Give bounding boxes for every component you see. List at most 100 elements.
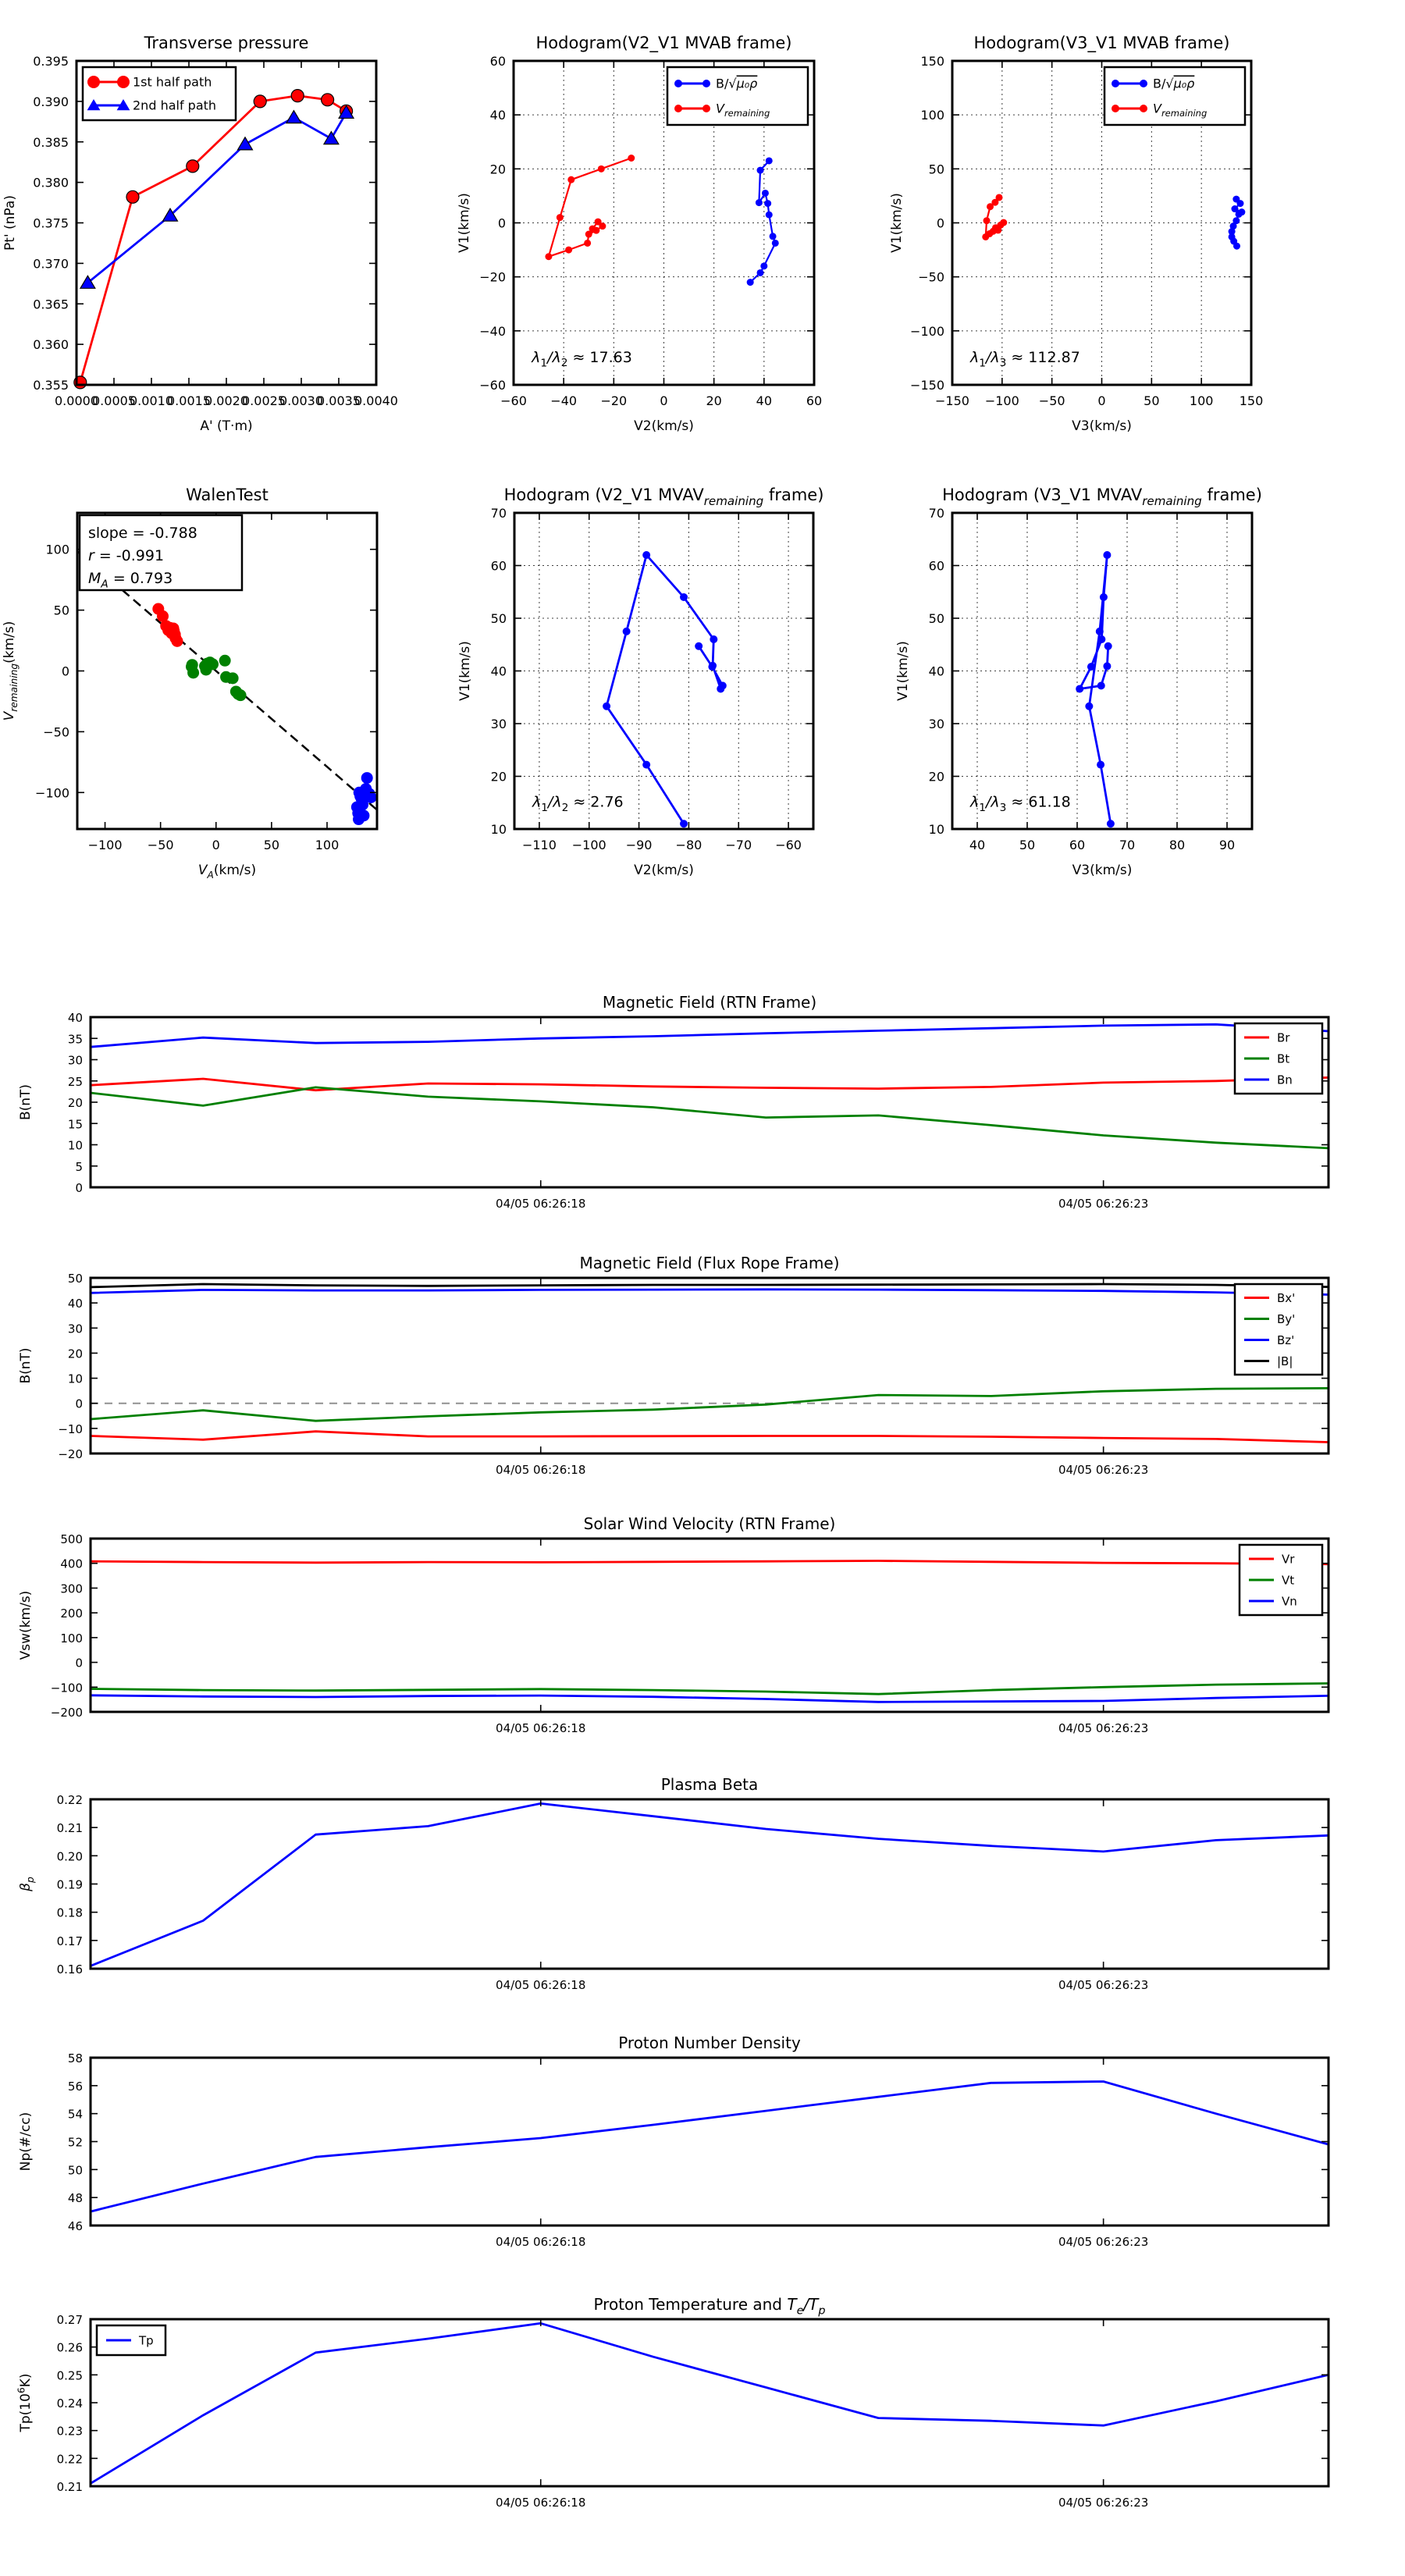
svg-text:0.21: 0.21: [57, 1821, 83, 1835]
svg-text:50: 50: [929, 162, 944, 176]
svg-text:−80: −80: [676, 838, 702, 852]
svg-text:15: 15: [68, 1117, 83, 1131]
svg-text:Solar Wind Velocity (RTN Frame: Solar Wind Velocity (RTN Frame): [584, 1514, 836, 1533]
svg-text:0.23: 0.23: [57, 2425, 83, 2439]
svg-text:Vremaining(km/s): Vremaining(km/s): [2, 621, 20, 721]
svg-text:Bz': Bz': [1277, 1333, 1294, 1347]
svg-text:−40: −40: [479, 324, 506, 339]
svg-text:40: 40: [491, 664, 507, 679]
svg-text:−50: −50: [148, 838, 174, 852]
svg-text:−50: −50: [1039, 393, 1065, 408]
svg-text:25: 25: [68, 1075, 83, 1089]
svg-text:2nd half path: 2nd half path: [133, 98, 216, 113]
svg-text:Proton Number Density: Proton Number Density: [618, 2033, 801, 2052]
svg-text:0.18: 0.18: [57, 1906, 83, 1920]
svg-text:B/√μ₀ρ: B/√μ₀ρ: [1153, 76, 1194, 91]
svg-text:150: 150: [920, 54, 944, 69]
chart-vsw-rtn: 04/05 06:26:18 04/05 06:26:23 −200 −100 0 100…: [18, 1514, 1330, 1735]
svg-text:−40: −40: [550, 393, 577, 408]
svg-text:50: 50: [929, 611, 944, 626]
svg-text:Bn: Bn: [1277, 1073, 1293, 1087]
svg-text:0.0040: 0.0040: [354, 393, 398, 408]
svg-text:04/05 06:26:18: 04/05 06:26:18: [496, 1197, 585, 1211]
svg-text:10: 10: [68, 1372, 83, 1386]
chart-proton-density: 04/05 06:26:18 04/05 06:26:23 46 48 50 52 54 56…: [18, 2033, 1330, 2249]
svg-text:40: 40: [68, 1297, 83, 1311]
svg-text:MA = 0.793: MA = 0.793: [88, 570, 173, 590]
svg-text:0.0000: 0.0000: [55, 393, 98, 408]
svg-text:slope = -0.788: slope = -0.788: [88, 525, 197, 542]
svg-text:Bt: Bt: [1277, 1052, 1289, 1066]
chart-b-rtn: 04/05 06:26:18 04/05 06:26:23 0 5 10 15 20 25 30…: [18, 993, 1330, 1211]
svg-text:500: 500: [60, 1532, 83, 1546]
svg-text:30: 30: [68, 1054, 83, 1068]
svg-text:0.16: 0.16: [57, 1962, 83, 1976]
svg-text:Tp(106K): Tp(106K): [16, 2374, 34, 2433]
chart-hodogram-v3v1-mvab: −150 −100 −50 0 50 100 150 −150 −100 −50 0 50 100 150…: [889, 34, 1263, 434]
svg-text:0.0010: 0.0010: [130, 393, 173, 408]
svg-text:Plasma Beta: Plasma Beta: [661, 1775, 759, 1794]
svg-text:Hodogram(V2_V1 MVAB frame): Hodogram(V2_V1 MVAB frame): [536, 34, 792, 53]
svg-text:46: 46: [68, 2219, 83, 2233]
svg-text:0.375: 0.375: [33, 216, 69, 231]
svg-text:A' (T·m): A' (T·m): [200, 418, 252, 434]
svg-text:52: 52: [68, 2136, 83, 2150]
svg-text:0.27: 0.27: [57, 2313, 83, 2327]
svg-text:Br: Br: [1277, 1031, 1290, 1045]
svg-text:VA(km/s): VA(km/s): [198, 863, 256, 881]
svg-text:100: 100: [315, 838, 340, 852]
svg-text:20: 20: [706, 393, 721, 408]
svg-text:B(nT): B(nT): [18, 1347, 34, 1383]
chart-plasma-beta: 04/05 06:26:18 04/05 06:26:23 0.16 0.17 0.18…: [18, 1775, 1330, 1992]
svg-text:04/05 06:26:23: 04/05 06:26:23: [1058, 1721, 1148, 1735]
chart-transverse-pressure: 0.00000.00050.00100.00150.00200.00250.00…: [2, 34, 398, 434]
svg-text:V1(km/s): V1(km/s): [889, 193, 905, 253]
svg-text:V1(km/s): V1(km/s): [457, 641, 473, 701]
svg-text:100: 100: [1190, 393, 1214, 408]
svg-text:40: 40: [969, 838, 985, 852]
svg-text:0: 0: [62, 664, 69, 679]
svg-text:0.0020: 0.0020: [205, 393, 248, 408]
svg-text:0.22: 0.22: [57, 1793, 83, 1807]
svg-text:50: 50: [68, 2163, 83, 2177]
svg-text:−50: −50: [918, 270, 944, 285]
svg-text:λ1/λ3 ≈ 112.87: λ1/λ3 ≈ 112.87: [969, 349, 1080, 369]
svg-text:0: 0: [937, 216, 944, 231]
svg-text:30: 30: [68, 1322, 83, 1336]
svg-text:80: 80: [1169, 838, 1185, 852]
svg-text:−60: −60: [500, 393, 527, 408]
svg-text:0.0030: 0.0030: [279, 393, 323, 408]
svg-text:300: 300: [60, 1582, 83, 1596]
svg-text:Hodogram(V3_V1 MVAB frame): Hodogram(V3_V1 MVAB frame): [974, 34, 1230, 53]
svg-text:0.365: 0.365: [33, 297, 69, 311]
svg-text:0: 0: [1097, 393, 1105, 408]
svg-text:Pt' (nPa): Pt' (nPa): [2, 195, 18, 251]
svg-text:−20: −20: [58, 1447, 83, 1461]
svg-text:0: 0: [75, 1656, 83, 1670]
svg-text:58: 58: [68, 2051, 83, 2065]
svg-text:−100: −100: [985, 393, 1019, 408]
svg-text:−20: −20: [600, 393, 627, 408]
svg-text:50: 50: [1019, 838, 1035, 852]
svg-text:04/05 06:26:23: 04/05 06:26:23: [1058, 1463, 1148, 1477]
svg-text:Transverse pressure: Transverse pressure: [144, 34, 309, 52]
svg-text:λ1/λ2 ≈ 17.63: λ1/λ2 ≈ 17.63: [531, 349, 632, 369]
svg-text:V1(km/s): V1(km/s): [895, 641, 911, 701]
svg-text:04/05 06:26:18: 04/05 06:26:18: [496, 2496, 585, 2510]
svg-text:WalenTest: WalenTest: [186, 486, 269, 504]
svg-text:70: 70: [929, 506, 944, 521]
svg-text:By': By': [1277, 1312, 1295, 1326]
svg-text:04/05 06:26:23: 04/05 06:26:23: [1058, 1978, 1148, 1992]
svg-text:βp: βp: [18, 1877, 36, 1892]
svg-text:−100: −100: [35, 785, 69, 800]
svg-text:0.0025: 0.0025: [242, 393, 286, 408]
svg-text:−110: −110: [522, 838, 557, 852]
svg-text:0.360: 0.360: [33, 337, 69, 352]
svg-text:90: 90: [1219, 838, 1235, 852]
svg-text:Vsw(km/s): Vsw(km/s): [18, 1591, 34, 1660]
svg-text:56: 56: [68, 2080, 83, 2094]
svg-text:100: 100: [60, 1631, 83, 1646]
svg-text:−10: −10: [58, 1422, 83, 1436]
